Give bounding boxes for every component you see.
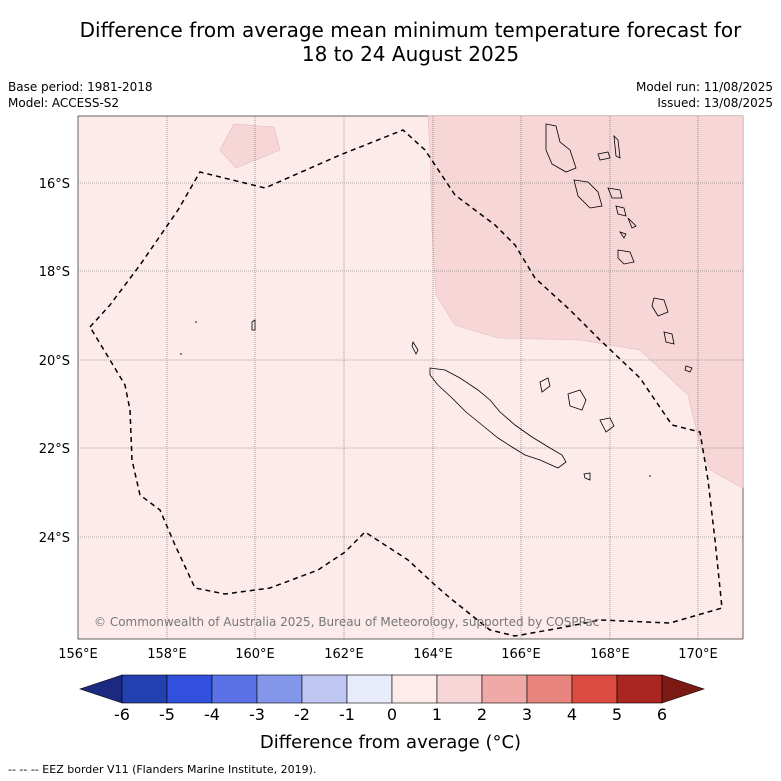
lat-label: 18°S [39,265,70,280]
mare-island [599,417,615,433]
colorbar-segment [256,674,303,704]
lifou-island [567,389,587,411]
colorbar-segment [121,674,168,704]
colorbar-segment [481,674,528,704]
colorbar-extend-min [79,674,123,704]
colorbar [79,674,705,704]
lon-axis: 156°E 158°E 160°E 162°E 164°E 166°E 168°… [58,647,718,662]
vanuatu-islands [545,123,693,373]
colorbar-tick-label: 1 [432,705,442,724]
colorbar-tick-label: -1 [339,705,355,724]
lon-label: 164°E [413,647,453,662]
lon-label: 158°E [147,647,187,662]
meta-left: Base period: 1981-2018 Model: ACCESS-S2 [8,79,153,111]
issued-date: Issued: 13/08/2025 [657,96,773,110]
meta-right: Model run: 11/08/2025 Issued: 13/08/2025 [636,79,773,111]
base-period: Base period: 1981-2018 [8,80,153,94]
lon-label: 162°E [324,647,364,662]
new-caledonia-island [429,367,567,469]
model-run: Model run: 11/08/2025 [635,80,773,94]
colorbar-segment [346,674,393,704]
eez-footnote: -- -- -- EEZ border V11 (Flanders Marine… [8,763,317,776]
lat-label: 24°S [39,531,70,546]
colorbar-tick-label: -3 [249,705,265,724]
lon-label: 170°E [678,647,718,662]
colorbar-tick-label: -2 [294,705,310,724]
gridlines [78,116,743,639]
lon-label: 168°E [590,647,630,662]
model-name: Model: ACCESS-S2 [8,96,120,110]
lat-label: 22°S [39,442,70,457]
colorbar-segment [391,674,438,704]
warm-anomaly-patch [219,123,281,169]
colorbar-tick-label: 2 [477,705,487,724]
lat-label: 16°S [39,177,70,192]
reef-dot [180,353,182,355]
colorbar-segment [571,674,618,704]
colorbar-tick-label: 0 [387,705,397,724]
colorbar-tick-label: 4 [567,705,577,724]
chesterfield-island [251,319,256,331]
colorbar-tick-label: 6 [657,705,667,724]
reef-dot [649,475,651,477]
lon-label: 160°E [235,647,275,662]
map-title: Difference from average mean minimum tem… [79,18,742,66]
colorbar-segment [526,674,573,704]
lon-label: 166°E [501,647,541,662]
colorbar-label: Difference from average (°C) [259,732,522,753]
isle-of-pines [583,472,591,481]
lat-axis: 16°S 18°S 20°S 22°S 24°S [39,177,70,546]
colorbar-tick-label: -4 [204,705,220,724]
colorbar-tick-label: 3 [522,705,532,724]
eez-border [89,129,723,637]
colorbar-segment [616,674,663,704]
colorbar-segment [301,674,348,704]
colorbar-extend-max [661,674,705,704]
colorbar-ticks: -6 -5 -4 -3 -2 -1 0 1 2 3 4 5 6 [114,705,667,724]
colorbar-tick-label: -6 [114,705,130,724]
lat-label: 20°S [39,354,70,369]
colorbar-tick-label: 5 [612,705,622,724]
colorbar-tick-label: -5 [159,705,175,724]
copyright-text: © Commonwealth of Australia 2025, Bureau… [94,615,599,629]
belep-island [411,340,419,355]
colorbar-segment [211,674,258,704]
lon-label: 156°E [58,647,98,662]
reef-dot [195,321,197,323]
colorbar-segment [436,674,483,704]
ouvea-island [539,377,551,393]
colorbar-segment [166,674,213,704]
